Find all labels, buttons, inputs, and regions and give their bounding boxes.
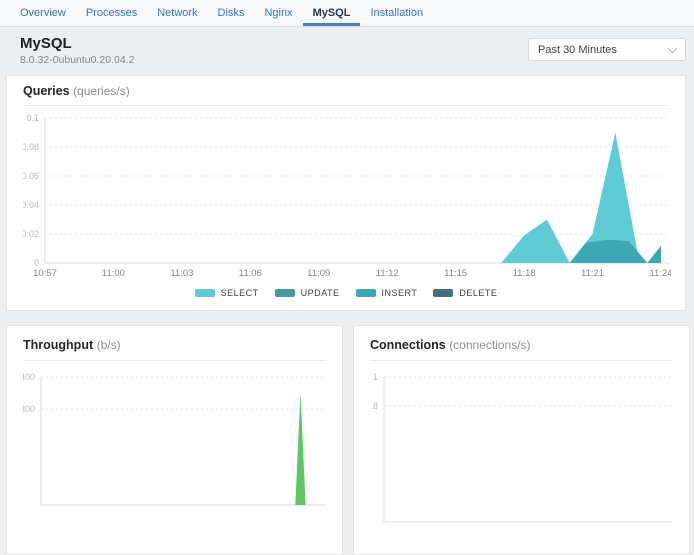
svg-text:11:09: 11:09 [307, 268, 330, 279]
svg-text:0.8: 0.8 [370, 401, 378, 411]
tab-network[interactable]: Network [147, 0, 207, 26]
svg-text:10:57: 10:57 [33, 268, 57, 279]
svg-text:300: 300 [23, 404, 35, 414]
svg-text:400: 400 [23, 372, 35, 382]
legend-item-insert[interactable]: INSERT [355, 288, 418, 298]
page-header: MySQL 8.0.32-0ubuntu0.20.04.2 Past 30 Mi… [0, 27, 694, 75]
connections-card: Connections (connections/s) 10.8 [353, 325, 690, 555]
throughput-card: Throughput (b/s) 400 300 [6, 325, 343, 555]
svg-text:0.06: 0.06 [23, 171, 39, 181]
legend-item-delete[interactable]: DELETE [433, 288, 497, 298]
mysql-version: 8.0.32-0ubuntu0.20.04.2 [20, 54, 135, 66]
queries-legend: SELECT UPDATE INSERT DELETE [23, 288, 669, 298]
svg-text:11:21: 11:21 [581, 268, 604, 279]
svg-text:0.04: 0.04 [23, 200, 39, 210]
svg-text:11:24: 11:24 [649, 268, 671, 279]
page-title-block: MySQL 8.0.32-0ubuntu0.20.04.2 [20, 35, 134, 66]
legend-item-select[interactable]: SELECT [194, 288, 259, 298]
throughput-chart[interactable]: 400 300 [23, 367, 326, 527]
connections-chart-unit: (connections/s) [449, 338, 531, 352]
legend-swatch-update [274, 289, 295, 297]
tab-nginx[interactable]: Nginx [254, 0, 302, 26]
svg-text:0: 0 [34, 258, 39, 268]
svg-text:11:18: 11:18 [513, 268, 536, 279]
throughput-chart-title: Throughput (b/s) [23, 338, 121, 352]
svg-text:11:00: 11:00 [102, 268, 125, 279]
bottom-charts-row: Throughput (b/s) 400 300 Connections (con… [6, 325, 690, 555]
divider [23, 105, 669, 106]
svg-text:11:15: 11:15 [444, 268, 467, 279]
svg-text:0.08: 0.08 [23, 142, 39, 152]
legend-swatch-delete [433, 289, 454, 297]
tab-overview[interactable]: Overview [10, 0, 76, 26]
legend-item-update[interactable]: UPDATE [274, 288, 340, 298]
svg-text:11:06: 11:06 [239, 268, 262, 279]
legend-swatch-insert [355, 289, 376, 297]
tab-processes[interactable]: Processes [76, 0, 147, 26]
page-title: MySQL [20, 35, 72, 52]
legend-label: INSERT [381, 288, 418, 298]
legend-label: SELECT [220, 288, 259, 298]
connections-chart-title: Connections (connections/s) [370, 338, 531, 352]
queries-card: Queries (queries/s) 0.1 0.08 0.06 0.04 0.02 0… [6, 75, 686, 311]
queries-chart-unit: (queries/s) [73, 84, 130, 98]
time-range-value: Past 30 Minutes [538, 43, 617, 56]
svg-text:0.02: 0.02 [23, 229, 39, 239]
tab-installation[interactable]: Installation [360, 0, 433, 26]
svg-text:1: 1 [373, 372, 378, 382]
svg-text:0.1: 0.1 [26, 113, 39, 123]
svg-text:11:03: 11:03 [170, 268, 193, 279]
tab-bar: Overview Processes Network Disks Nginx MySQL I… [0, 0, 694, 27]
queries-chart-title: Queries (queries/s) [23, 84, 130, 98]
queries-chart[interactable]: 0.1 0.08 0.06 0.04 0.02 010:57 11:00 11:03 11:06… [23, 110, 671, 282]
tab-mysql[interactable]: MySQL [302, 0, 361, 26]
legend-label: UPDATE [300, 288, 340, 298]
legend-label: DELETE [459, 288, 498, 298]
divider [370, 360, 673, 361]
throughput-chart-unit: (b/s) [96, 338, 121, 352]
time-range-select[interactable]: Past 30 Minutes [528, 38, 686, 61]
chevron-down-icon [667, 43, 678, 53]
connections-chart[interactable]: 10.8 [370, 367, 673, 527]
divider [23, 360, 326, 361]
tab-disks[interactable]: Disks [208, 0, 255, 26]
svg-text:11:12: 11:12 [376, 268, 399, 279]
legend-swatch-select [194, 289, 215, 297]
